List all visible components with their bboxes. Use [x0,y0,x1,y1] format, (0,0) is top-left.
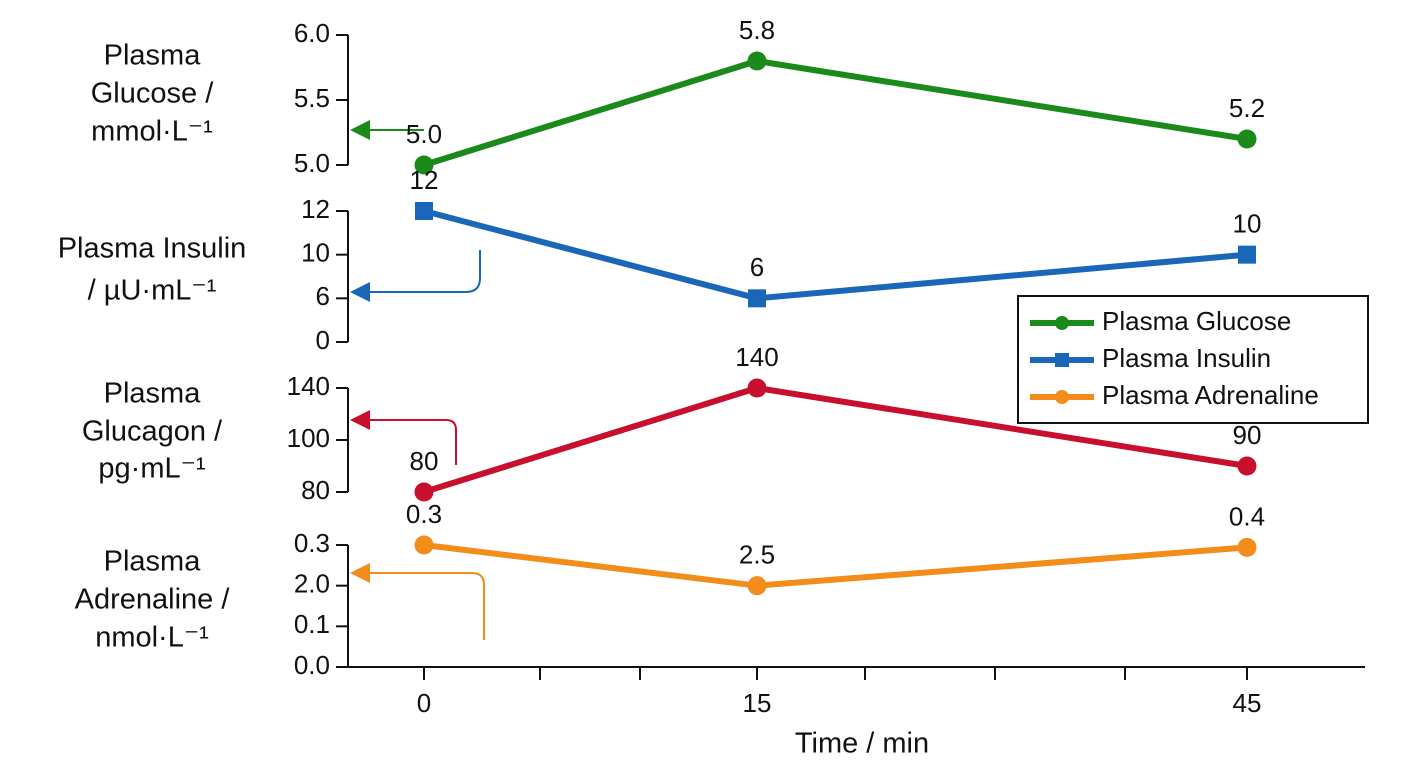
y-tick-label: 0.1 [294,609,330,639]
data-point [1237,456,1257,476]
data-label: 0.4 [1229,501,1265,531]
data-label: 0.3 [406,499,442,529]
x-tick-label: 0 [417,688,431,718]
y-tick-label: 12 [301,194,330,224]
arrow [350,410,457,465]
data-label: 10 [1233,209,1262,239]
data-point [414,155,434,175]
data-point [414,535,434,555]
series-line [423,57,1248,168]
data-point [415,202,433,220]
y-axis-label: pg·mL⁻¹ [98,453,206,485]
legend-box [1017,295,1369,424]
y-tick-label: 0.0 [294,650,330,680]
y-tick-label: 2.0 [294,569,330,599]
y-tick-label: 0 [316,325,330,355]
y-axis-label: Plasma Insulin [58,233,247,265]
data-point [747,378,767,398]
y-tick-label: 80 [301,475,330,505]
series-line [423,542,1248,589]
data-point [747,51,767,71]
legend-label: Plasma Adrenaline [1102,380,1319,410]
series-line [423,208,1248,302]
data-point [748,289,766,308]
y-tick-label: 5.0 [294,148,330,178]
data-label: 140 [735,342,778,372]
data-label: 2.5 [739,540,775,570]
y-axis-label: Plasma [104,546,202,578]
x-axis-label: Time / min [795,728,929,760]
data-point [1237,129,1257,149]
data-label: 80 [410,446,439,476]
y-axis-label: mmol·L⁻¹ [91,116,213,148]
data-label: 6 [750,252,764,282]
y-tick-label: 6.0 [294,18,330,48]
y-tick-label: 5.5 [294,83,330,113]
y-axis-label: Glucose / [91,78,214,110]
legend-marker [1055,316,1069,330]
y-axis-label: nmol·L⁻¹ [95,622,209,654]
annotation-arrows [350,120,485,640]
y-axis-label: Plasma [104,40,202,72]
data-label: 90 [1233,420,1262,450]
legend-marker [1055,353,1069,367]
legend-label: Plasma Glucose [1102,306,1291,336]
y-axis-label: Adrenaline / [75,584,231,616]
y-tick-label: 10 [301,238,330,268]
x-tick-label: 45 [1233,688,1262,718]
y-axis-label: Plasma [104,378,202,410]
y-tick-label: 0.3 [294,528,330,558]
legend-label: Plasma Insulin [1102,343,1271,373]
y-tick-label: 140 [287,371,330,401]
y-tick-label: 6 [316,281,330,311]
y-axis-label: Glucagon / [82,416,223,448]
data-label: 5.8 [739,15,775,45]
data-label: 12 [410,165,439,195]
arrow [350,250,481,302]
y-axis-label: / µU·mL⁻¹ [88,275,217,307]
legend: Plasma Glucose Plasma Insulin Plasma Adren… [1017,295,1369,424]
x-tick-label: 15 [743,688,772,718]
y-tick-label: 100 [287,423,330,453]
arrow [350,563,485,640]
data-point [414,482,434,502]
data-point [1237,537,1257,557]
data-label: 5.0 [406,119,442,149]
data-point [1238,245,1256,264]
minor-ticks [539,667,1126,680]
legend-marker [1055,390,1069,404]
data-point [747,576,767,596]
data-label: 5.2 [1229,93,1265,123]
